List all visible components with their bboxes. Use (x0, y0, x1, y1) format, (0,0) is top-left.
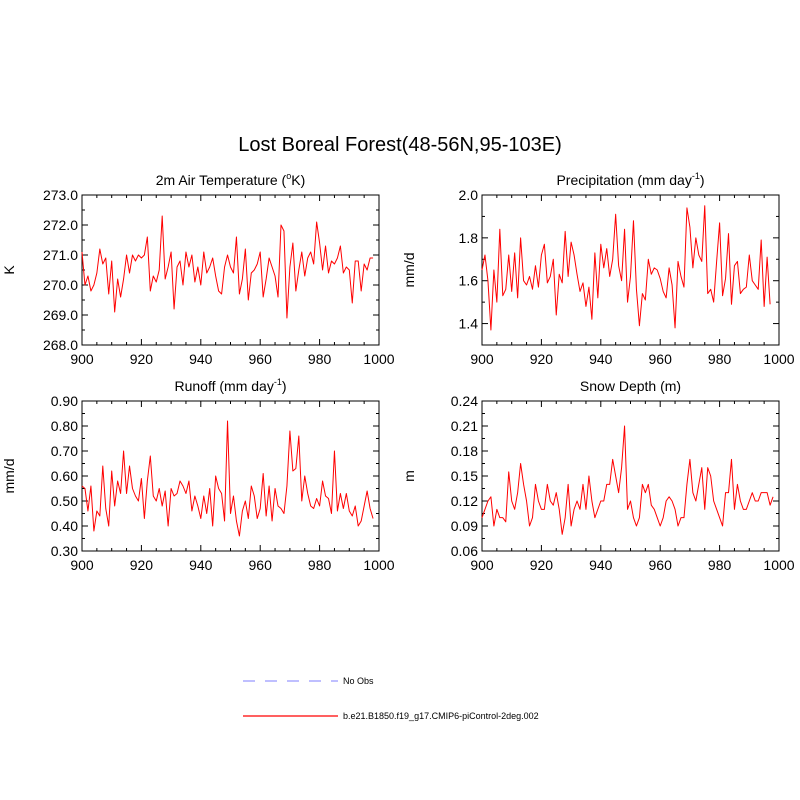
y-tick-label: 0.40 (51, 518, 78, 534)
y-tick-label: 0.15 (451, 468, 478, 484)
y-tick-label: 270.0 (43, 277, 78, 293)
y-tick-label: 272.0 (43, 217, 78, 233)
x-tick-label: 1000 (763, 557, 794, 573)
panel-snowdepth: Snow Depth (m) m 900 920 940 960 980 1000 0.06 0.… (401, 378, 795, 573)
x-tick-label: 960 (249, 557, 273, 573)
panel-title: 2m Air Temperature (oK) (156, 171, 305, 188)
panels: 2m Air Temperature (oK) K 900 920 940 960 980 1… (1, 171, 795, 573)
y-tick-label: 0.80 (51, 418, 78, 434)
y-tick-label: 0.90 (51, 393, 78, 409)
y-axis-label: m (401, 470, 417, 482)
y-axis-label: mm/d (1, 459, 17, 494)
legend-model-label: b.e21.B1850.f19_g17.CMIP6-piControl-2deg… (343, 711, 539, 721)
series-line-model (81, 215, 374, 319)
y-tick-label: 0.50 (51, 493, 78, 509)
x-tick-label: 980 (708, 557, 732, 573)
y-tick-label: 0.30 (51, 543, 78, 559)
y-tick-label: 1.8 (459, 230, 479, 246)
y-tick-label: 268.0 (43, 337, 78, 353)
x-tick-label: 980 (708, 351, 732, 367)
series-line-model (81, 420, 374, 537)
x-tick-label: 940 (189, 557, 213, 573)
y-tick-label: 269.0 (43, 307, 78, 323)
x-tick-label: 980 (308, 351, 332, 367)
panel-title: Snow Depth (m) (580, 378, 681, 394)
x-tick-label: 960 (649, 557, 673, 573)
figure-title: Lost Boreal Forest(48-56N,95-103E) (238, 134, 562, 156)
x-tick-label: 900 (470, 351, 494, 367)
x-tick-label: 920 (130, 557, 154, 573)
y-tick-label: 0.12 (451, 493, 478, 509)
y-axis-label: K (1, 265, 17, 275)
x-tick-label: 920 (530, 351, 554, 367)
series-line-model (481, 205, 771, 331)
x-tick-label: 1000 (363, 351, 394, 367)
y-tick-label: 0.70 (51, 443, 78, 459)
x-tick-label: 900 (470, 557, 494, 573)
y-tick-label: 0.09 (451, 518, 478, 534)
x-tick-label: 940 (189, 351, 213, 367)
plot-frame (481, 400, 780, 552)
series-line-model (481, 425, 774, 535)
x-tick-label: 960 (249, 351, 273, 367)
panel-title: Runoff (mm day-1) (174, 377, 286, 394)
y-tick-label: 1.6 (459, 273, 479, 289)
legend-obs-label: No Obs (343, 676, 374, 686)
y-tick-label: 1.4 (459, 316, 479, 332)
y-tick-label: 2.0 (459, 187, 479, 203)
y-tick-label: 0.21 (451, 418, 478, 434)
x-tick-label: 940 (589, 351, 613, 367)
x-tick-label: 920 (130, 351, 154, 367)
y-tick-label: 273.0 (43, 187, 78, 203)
y-tick-label: 0.60 (51, 468, 78, 484)
panel-title: Precipitation (mm day-1) (556, 171, 704, 188)
legend: No Obs b.e21.B1850.f19_g17.CMIP6-piContr… (243, 676, 539, 721)
panel-runoff: Runoff (mm day-1) mm/d 900 920 940 960 980 1000… (1, 377, 395, 573)
y-tick-label: 0.06 (451, 543, 478, 559)
x-tick-label: 1000 (763, 351, 794, 367)
x-tick-label: 1000 (363, 557, 394, 573)
y-tick-label: 0.18 (451, 443, 478, 459)
x-tick-label: 980 (308, 557, 332, 573)
plot-frame (81, 400, 380, 552)
panel-pr: Precipitation (mm day-1) mm/d 900 920 940 960… (401, 171, 795, 367)
y-tick-label: 271.0 (43, 247, 78, 263)
panel-tas: 2m Air Temperature (oK) K 900 920 940 960 980 1… (1, 171, 395, 367)
x-tick-label: 960 (649, 351, 673, 367)
y-axis-label: mm/d (401, 253, 417, 288)
x-tick-label: 920 (530, 557, 554, 573)
x-tick-label: 900 (70, 351, 94, 367)
plot-frame (81, 194, 380, 346)
y-tick-label: 0.24 (451, 393, 478, 409)
x-tick-label: 940 (589, 557, 613, 573)
x-tick-label: 900 (70, 557, 94, 573)
